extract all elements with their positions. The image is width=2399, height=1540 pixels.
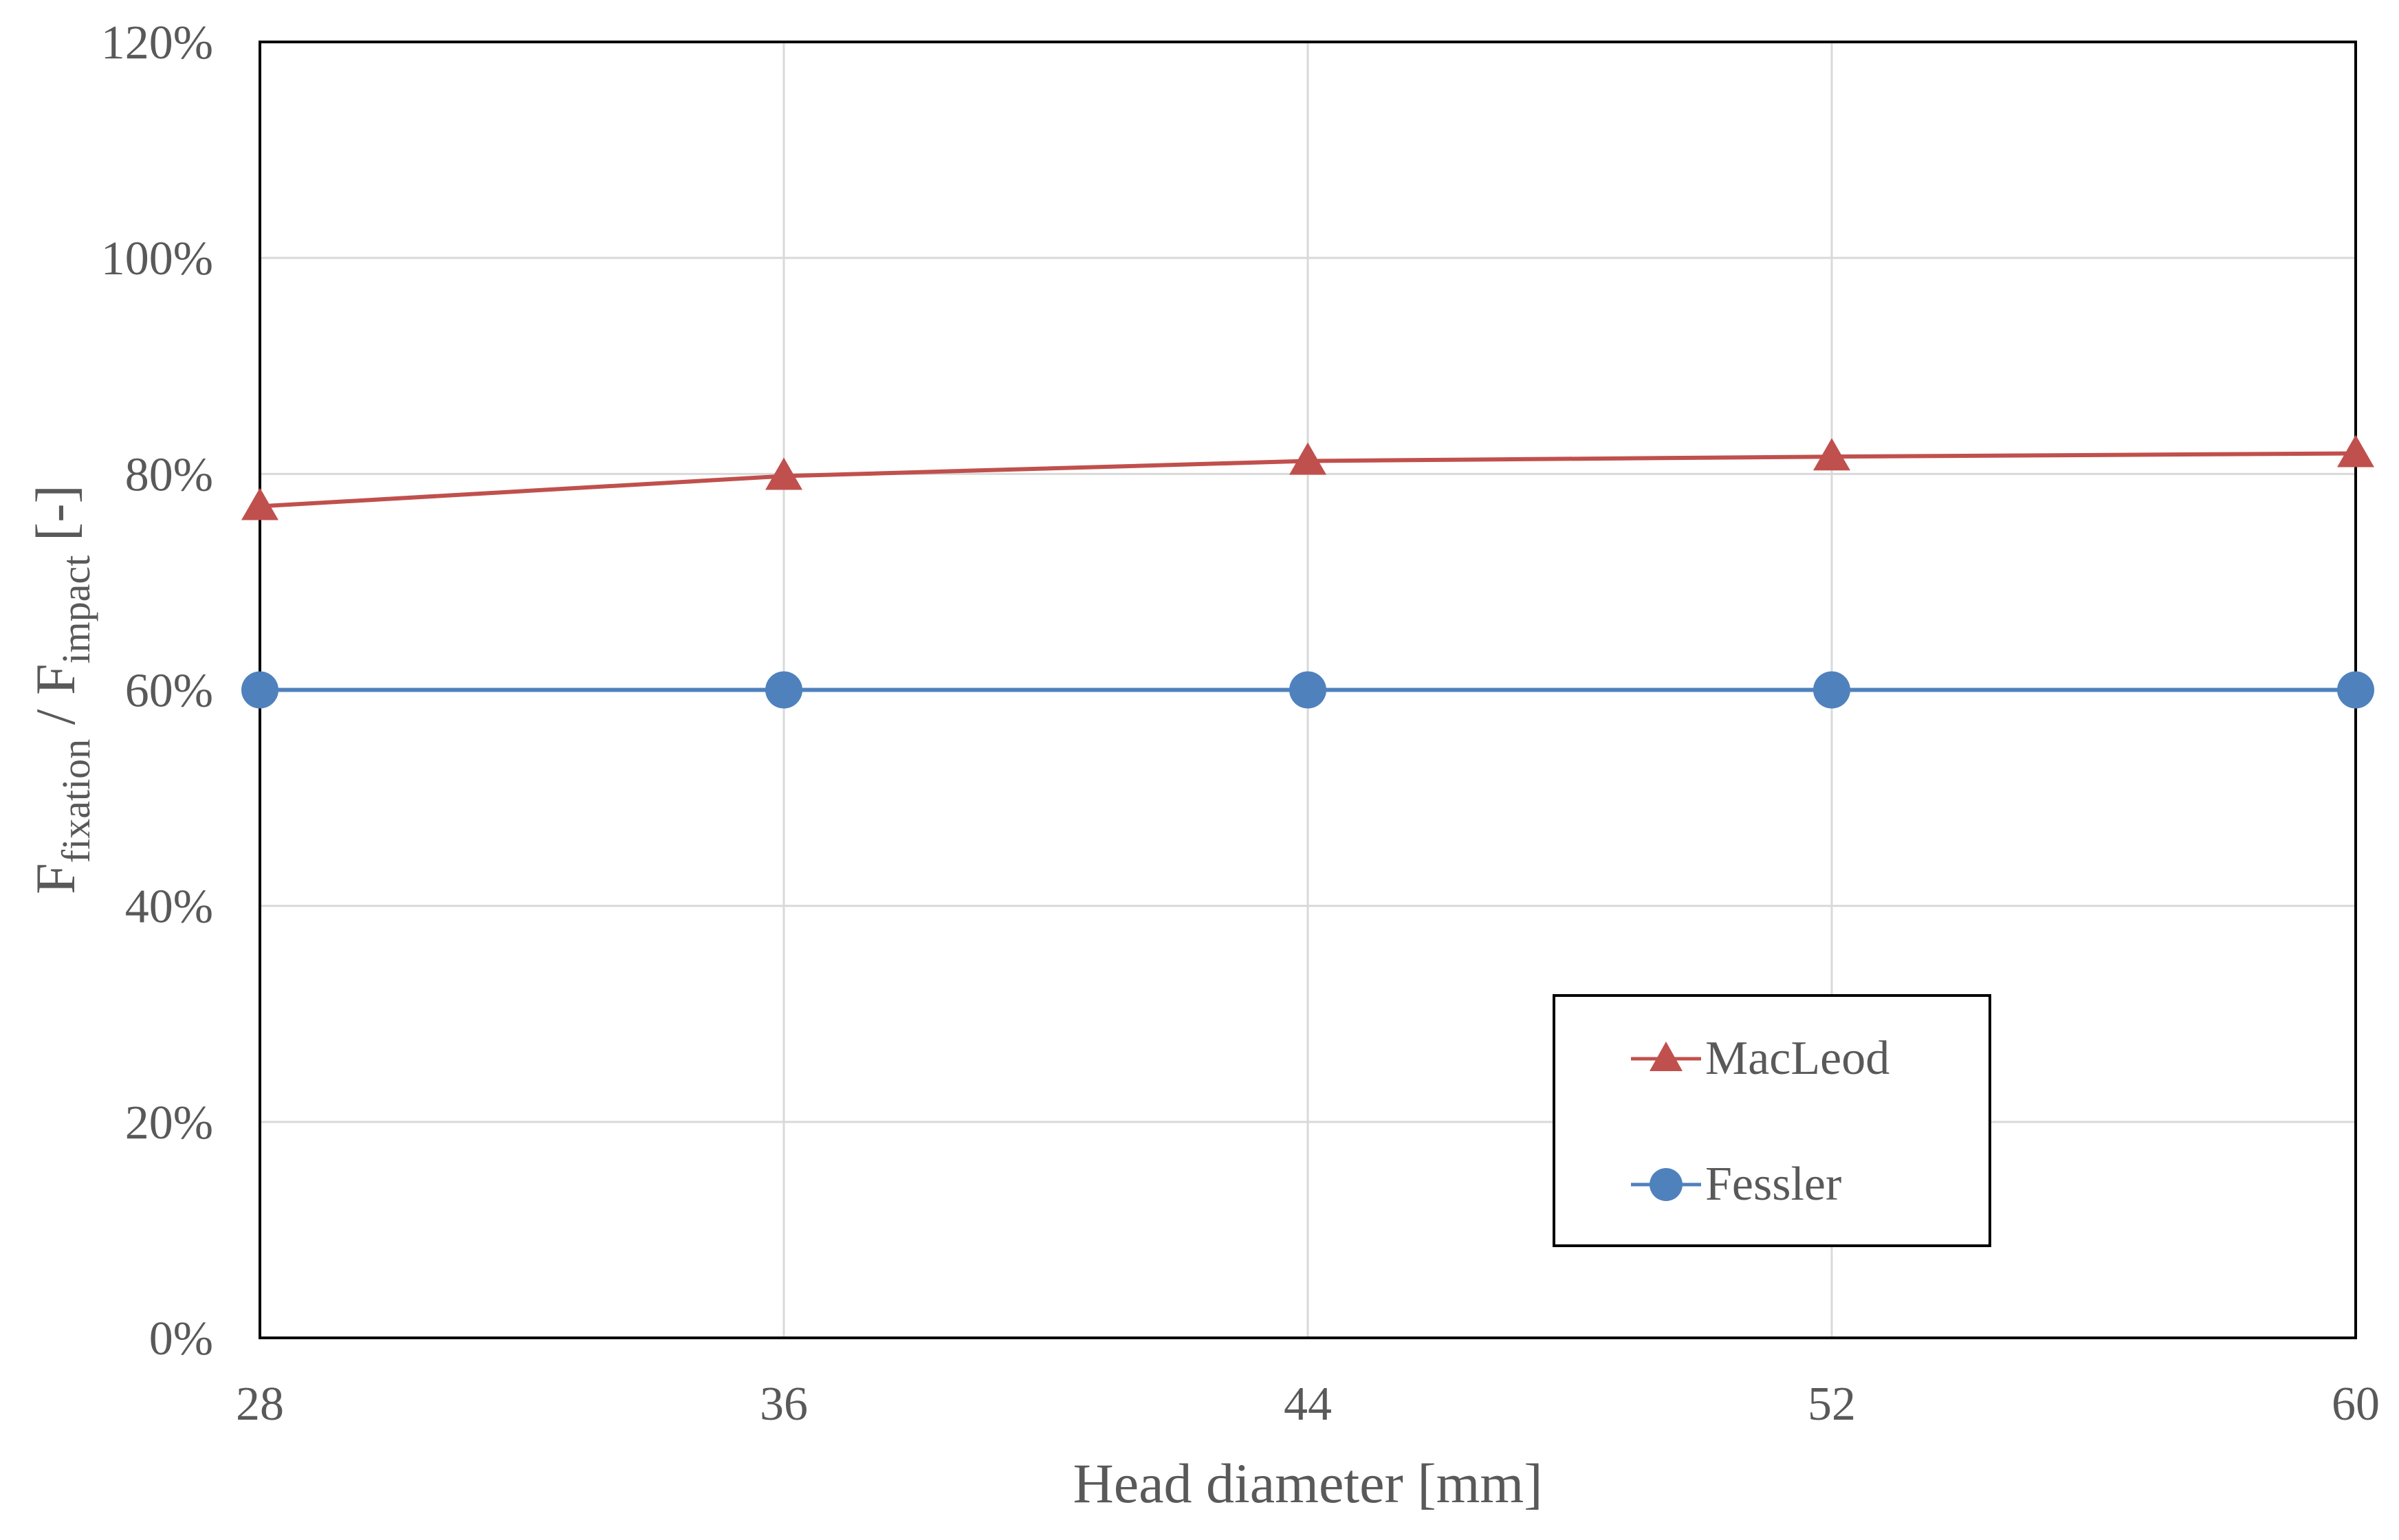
x-axis-ticks: 28 36 44 52 60 xyxy=(236,1378,2380,1431)
y-axis-title-main: F xyxy=(24,863,87,894)
y-tick-label: 80% xyxy=(125,448,213,501)
x-tick-label: 28 xyxy=(236,1378,284,1431)
legend-fessler-circle-marker xyxy=(1650,1168,1683,1201)
series-fessler-point xyxy=(2337,671,2374,709)
x-tick-label: 60 xyxy=(2332,1378,2380,1431)
y-axis-ticks: 0% 20% 40% 60% 80% 100% 120% xyxy=(101,16,213,1365)
y-tick-label: 100% xyxy=(101,232,213,285)
series-fessler-point xyxy=(1289,671,1326,709)
x-tick-label: 36 xyxy=(760,1378,808,1431)
series-macleod-point xyxy=(2337,434,2374,468)
series-macleod-point xyxy=(241,487,278,520)
legend-macleod-label: MacLeod xyxy=(1705,1032,1889,1085)
series-macleod-point xyxy=(1289,442,1326,475)
y-axis-title-separator: / F xyxy=(24,663,87,738)
series-fessler-point xyxy=(241,671,278,709)
y-axis-title-sub-fixation: fixation xyxy=(54,739,98,863)
series-fessler-point xyxy=(1813,671,1850,709)
series-macleod-point xyxy=(1813,438,1850,471)
series-fessler-point xyxy=(765,671,802,709)
legend-box xyxy=(1553,994,1991,1247)
x-axis-title: Head diameter [mm] xyxy=(1073,1452,1542,1515)
y-tick-label: 120% xyxy=(101,16,213,69)
series-macleod-point xyxy=(765,457,802,490)
series-layer xyxy=(241,434,2374,709)
y-tick-label: 60% xyxy=(125,665,213,718)
y-tick-label: 20% xyxy=(125,1097,213,1150)
y-axis-title: Ffixation / Fimpact [-] xyxy=(24,485,98,894)
y-axis-title-sub-impact: impact xyxy=(54,556,98,664)
y-tick-label: 40% xyxy=(125,881,213,934)
y-tick-label: 0% xyxy=(149,1312,213,1365)
x-tick-label: 52 xyxy=(1808,1378,1856,1431)
legend: MacLeod Fessler xyxy=(1553,994,1991,1247)
x-tick-label: 44 xyxy=(1284,1378,1332,1431)
legend-macleod-triangle-marker xyxy=(1650,1042,1683,1071)
legend-fessler-label: Fessler xyxy=(1705,1158,1841,1211)
y-axis-title-unit: [-] xyxy=(24,485,87,555)
